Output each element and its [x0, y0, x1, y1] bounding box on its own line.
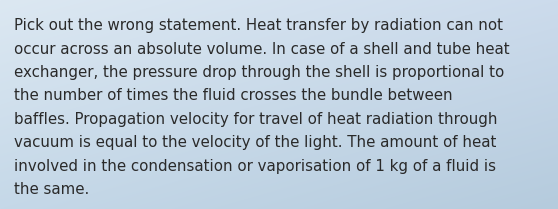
Text: vacuum is equal to the velocity of the light. The amount of heat: vacuum is equal to the velocity of the l…	[14, 135, 497, 150]
Text: Pick out the wrong statement. Heat transfer by radiation can not: Pick out the wrong statement. Heat trans…	[14, 18, 503, 33]
Text: the number of times the fluid crosses the bundle between: the number of times the fluid crosses th…	[14, 88, 453, 103]
Text: involved in the condensation or vaporisation of 1 kg of a fluid is: involved in the condensation or vaporisa…	[14, 159, 496, 174]
Text: exchanger, the pressure drop through the shell is proportional to: exchanger, the pressure drop through the…	[14, 65, 504, 80]
Text: baffles. Propagation velocity for travel of heat radiation through: baffles. Propagation velocity for travel…	[14, 112, 498, 127]
Text: occur across an absolute volume. In case of a shell and tube heat: occur across an absolute volume. In case…	[14, 42, 509, 56]
Text: the same.: the same.	[14, 182, 89, 198]
